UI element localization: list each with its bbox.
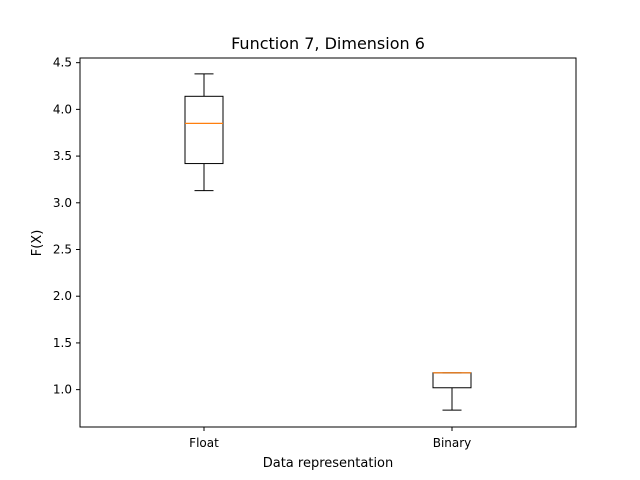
x-tick-label: Float bbox=[189, 436, 219, 450]
y-tick-label: 3.0 bbox=[53, 196, 72, 210]
y-tick-label: 2.5 bbox=[53, 243, 72, 257]
x-tick-label: Binary bbox=[433, 436, 472, 450]
y-tick-label: 1.5 bbox=[53, 336, 72, 350]
y-tick-label: 2.0 bbox=[53, 289, 72, 303]
y-tick-label: 4.0 bbox=[53, 102, 72, 116]
plot-frame bbox=[79, 57, 577, 428]
y-tick-label: 1.0 bbox=[53, 383, 72, 397]
box-float bbox=[184, 95, 224, 165]
y-tick-label: 3.5 bbox=[53, 149, 72, 163]
chart-title: Function 7, Dimension 6 bbox=[231, 34, 425, 53]
x-axis-label: Data representation bbox=[263, 456, 394, 471]
y-axis-label: F(X) bbox=[30, 230, 45, 257]
plot-area: 1.0 1.5 2.0 2.5 3.0 3.5 4.0 4.5 Float Binary bbox=[53, 56, 577, 450]
y-tick-label: 4.5 bbox=[53, 56, 72, 70]
